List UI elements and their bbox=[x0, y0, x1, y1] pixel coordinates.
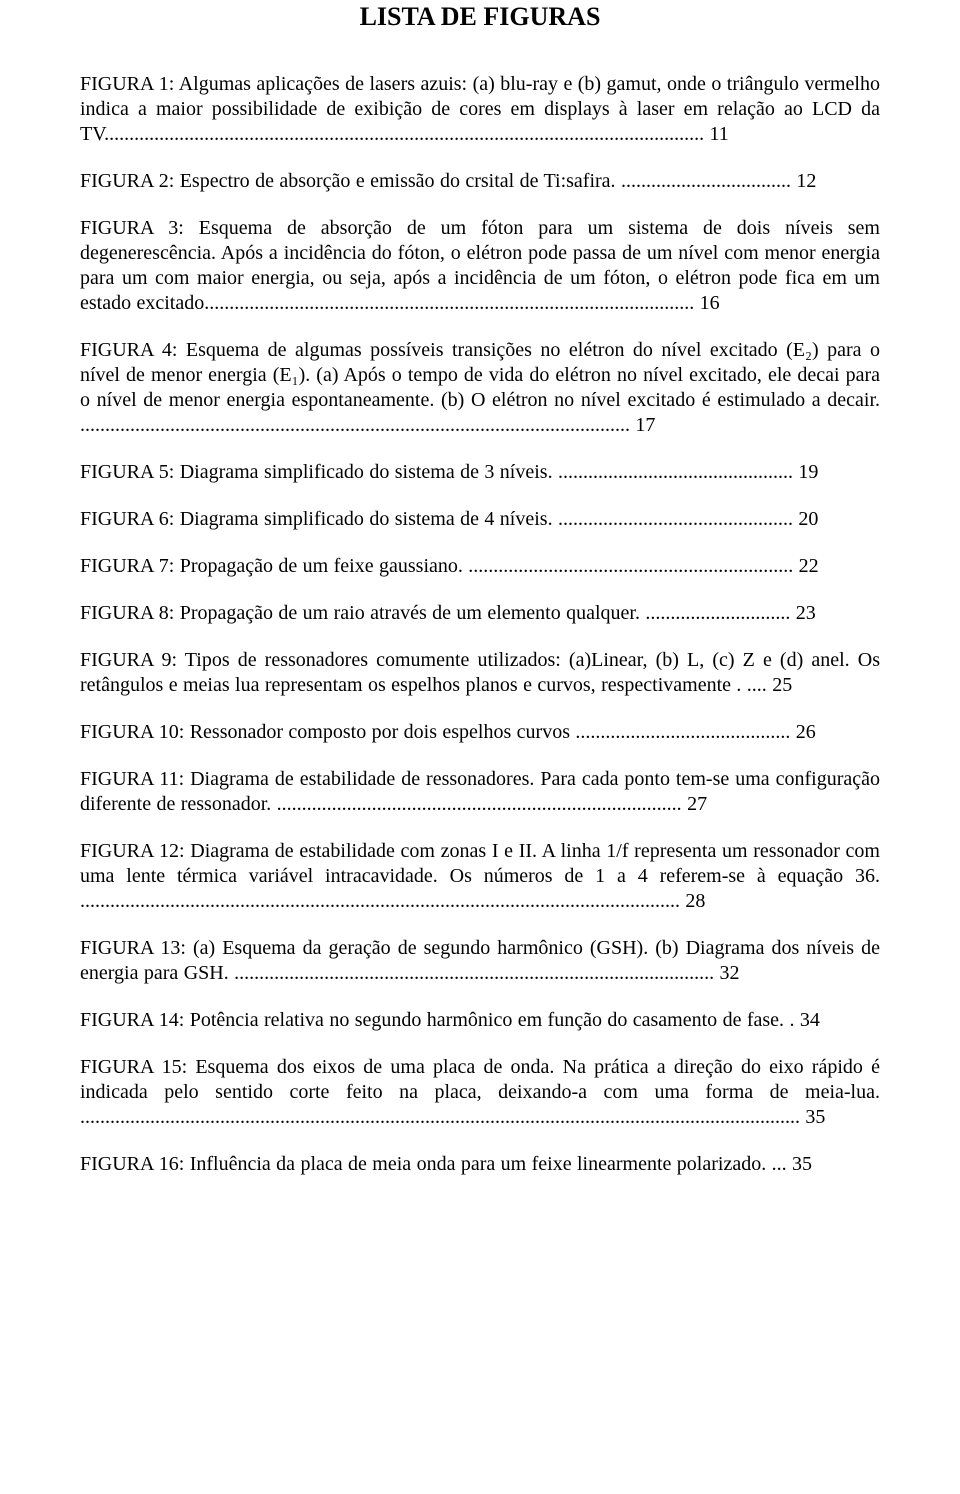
figure-entry: FIGURA 16: Influência da placa de meia o… bbox=[80, 1152, 880, 1177]
figure-entry: FIGURA 12: Diagrama de estabilidade com … bbox=[80, 839, 880, 914]
figure-entry: FIGURA 2: Espectro de absorção e emissão… bbox=[80, 169, 880, 194]
figure-entry: FIGURA 5: Diagrama simplificado do siste… bbox=[80, 460, 880, 485]
figure-entry: FIGURA 14: Potência relativa no segundo … bbox=[80, 1008, 880, 1033]
figure-entry: FIGURA 6: Diagrama simplificado do siste… bbox=[80, 507, 880, 532]
figure-entry: FIGURA 8: Propagação de um raio através … bbox=[80, 601, 880, 626]
figure-entry: FIGURA 10: Ressonador composto por dois … bbox=[80, 720, 880, 745]
figure-entry: FIGURA 3: Esquema de absorção de um fóto… bbox=[80, 216, 880, 316]
figure-entry: FIGURA 11: Diagrama de estabilidade de r… bbox=[80, 767, 880, 817]
figure-entry: FIGURA 1: Algumas aplicações de lasers a… bbox=[80, 72, 880, 147]
page-title: LISTA DE FIGURAS bbox=[80, 2, 880, 32]
figure-entry: FIGURA 7: Propagação de um feixe gaussia… bbox=[80, 554, 880, 579]
figure-entry: FIGURA 9: Tipos de ressonadores comument… bbox=[80, 648, 880, 698]
figure-entry: FIGURA 4: Esquema de algumas possíveis t… bbox=[80, 338, 880, 438]
figure-entry: FIGURA 13: (a) Esquema da geração de seg… bbox=[80, 936, 880, 986]
figure-entry: FIGURA 15: Esquema dos eixos de uma plac… bbox=[80, 1055, 880, 1130]
